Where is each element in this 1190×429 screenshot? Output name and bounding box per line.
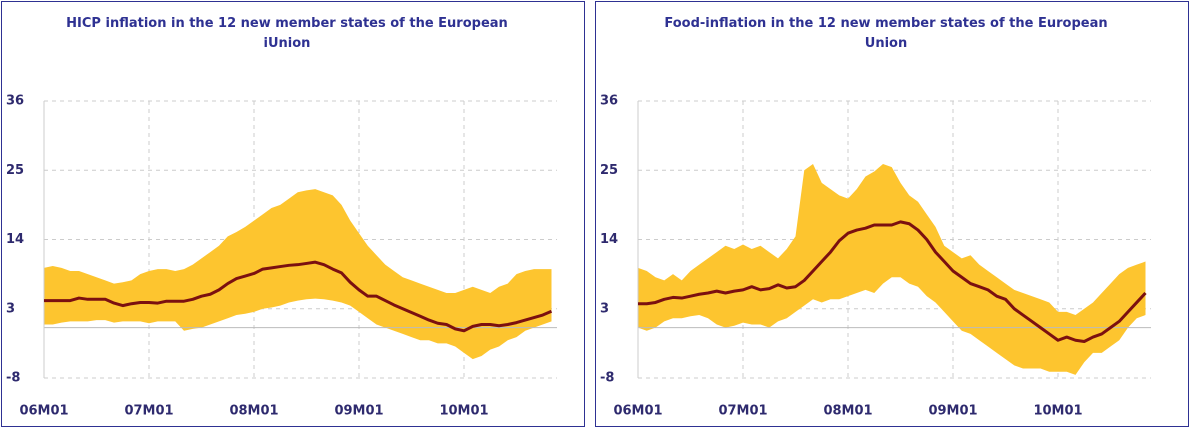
chart-title: HICP inflation in the 12 new member stat…	[66, 16, 508, 51]
y-tick-label: -8	[6, 371, 20, 386]
x-tick-label: 09M01	[334, 404, 383, 419]
x-tick-label: 06M01	[613, 404, 662, 419]
y-tick-label: 25	[600, 163, 618, 178]
y-tick-label: 3	[600, 301, 609, 316]
y-tick-label: 14	[600, 232, 618, 247]
x-tick-label: 08M01	[823, 404, 872, 419]
chart: -8 3 14 25 36 06M01 07M01 08M01 09M01 10M01	[600, 94, 1151, 419]
median-line	[638, 220, 1147, 343]
chart-title: Food-inflation in the 12 new member stat…	[664, 16, 1108, 51]
x-tick-label: 10M01	[439, 404, 488, 419]
chart-panel: HICP inflation in the 12 new member stat…	[1, 1, 585, 427]
median-line	[44, 260, 553, 333]
x-tick-label: 09M01	[928, 404, 977, 419]
x-tick-label: 07M01	[124, 404, 173, 419]
chart: -8 3 14 25 36 06M01 07M01 08M01 09M01 10M01	[6, 94, 557, 419]
x-tick-label: 07M01	[718, 404, 767, 419]
x-tick-label: 08M01	[229, 404, 278, 419]
band-area	[638, 163, 1146, 375]
y-tick-label: 36	[600, 94, 618, 109]
chart-panel: Food-inflation in the 12 new member stat…	[595, 1, 1189, 427]
y-tick-label: 25	[6, 163, 24, 178]
band-area	[44, 189, 552, 360]
x-tick-label: 06M01	[19, 404, 68, 419]
x-tick-label: 10M01	[1033, 404, 1082, 419]
y-tick-label: 36	[6, 94, 24, 109]
y-tick-label: 3	[6, 301, 15, 316]
y-tick-label: -8	[600, 371, 614, 386]
y-tick-label: 14	[6, 232, 24, 247]
